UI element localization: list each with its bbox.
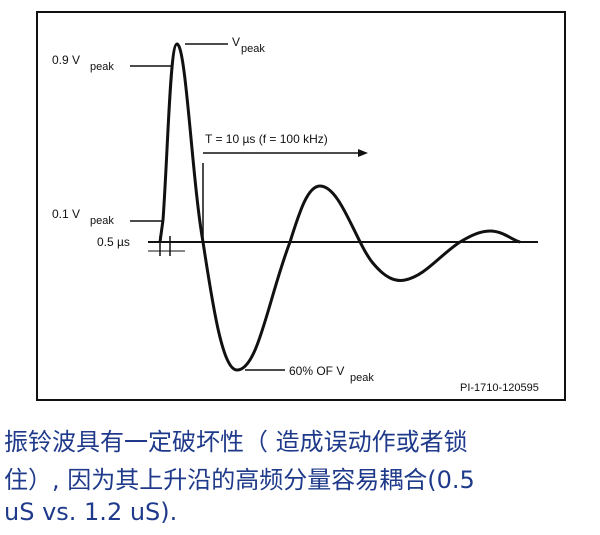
diagram: V peak 0.9 V peak 0.1 V peak 0.5 µs T = … <box>36 11 566 401</box>
label: V <box>232 35 240 49</box>
label-sub: peak <box>350 372 374 384</box>
label-sub: peak <box>241 43 265 55</box>
caption-line: 振铃波具有一定破坏性（ 造成误动作或者锁 <box>4 428 468 456</box>
figure-id: PI-1710-120595 <box>460 382 539 394</box>
ring-wave <box>158 42 521 372</box>
caption-line: uS vs. 1.2 uS). <box>4 498 178 526</box>
label: 0.9 V <box>52 53 80 67</box>
label-sub: peak <box>90 215 114 227</box>
arrow-head <box>358 149 368 157</box>
label-sub: peak <box>90 61 114 73</box>
caption-line: 住）, 因为其上升沿的高频分量容易耦合(0.5 <box>4 466 475 494</box>
frame <box>36 11 566 401</box>
label: 60% OF V <box>289 364 344 378</box>
label: 0.5 µs <box>97 235 130 249</box>
label: T = 10 µs (f = 100 kHz) <box>205 132 328 146</box>
label: 0.1 V <box>52 207 80 221</box>
